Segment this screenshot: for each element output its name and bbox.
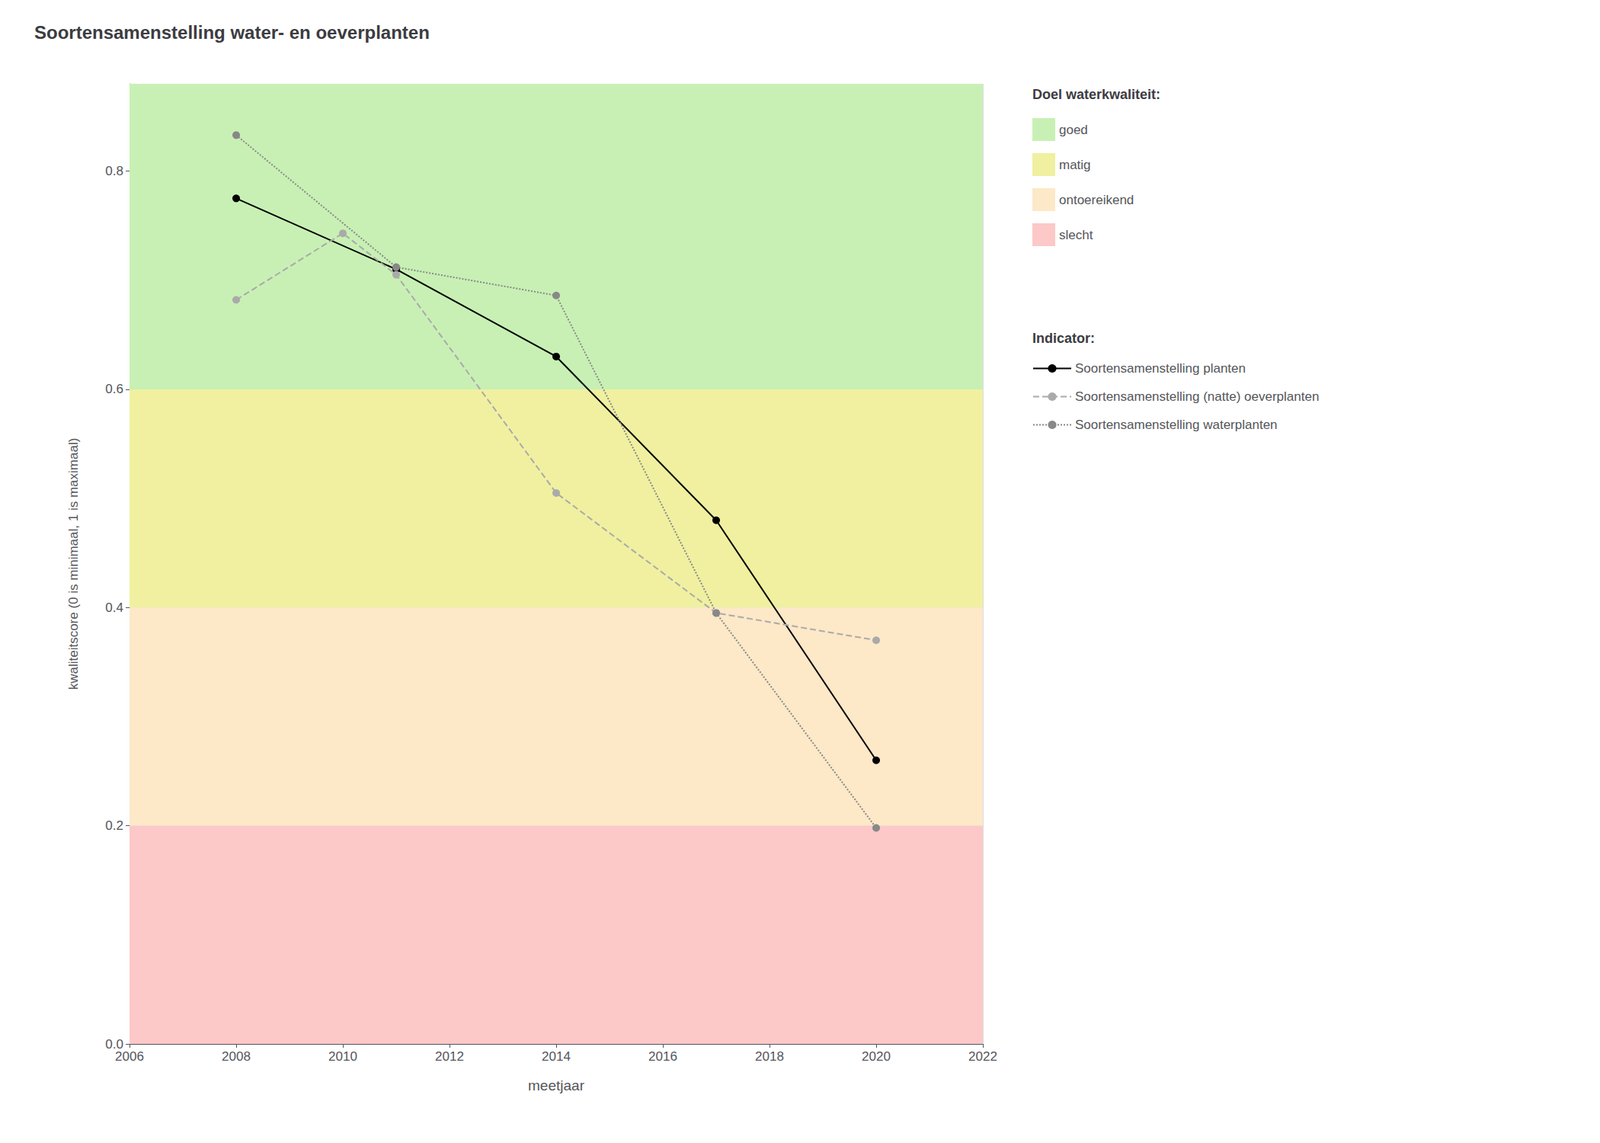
svg-text:0.8: 0.8	[105, 163, 124, 179]
svg-text:2014: 2014	[541, 1049, 571, 1064]
svg-text:Soortensamenstelling water- en: Soortensamenstelling water- en oeverplan…	[34, 22, 430, 43]
svg-text:meetjaar: meetjaar	[528, 1077, 586, 1094]
svg-text:2008: 2008	[221, 1049, 251, 1064]
svg-text:Soortensamenstelling (natte) o: Soortensamenstelling (natte) oeverplante…	[1075, 389, 1319, 404]
svg-text:Soortensamenstelling waterplan: Soortensamenstelling waterplanten	[1075, 417, 1278, 432]
svg-text:0.2: 0.2	[105, 818, 124, 833]
svg-text:2022: 2022	[968, 1049, 998, 1064]
svg-text:2016: 2016	[648, 1049, 678, 1064]
svg-text:2018: 2018	[755, 1049, 784, 1064]
svg-text:Soortensamenstelling planten: Soortensamenstelling planten	[1075, 361, 1246, 376]
svg-text:goed: goed	[1059, 122, 1088, 138]
svg-text:0.6: 0.6	[105, 381, 124, 397]
svg-text:ontoereikend: ontoereikend	[1059, 192, 1134, 208]
svg-text:matig: matig	[1059, 157, 1092, 173]
svg-text:Doel waterkwaliteit:: Doel waterkwaliteit:	[1032, 86, 1161, 103]
svg-text:2012: 2012	[435, 1049, 464, 1064]
svg-text:0.0: 0.0	[105, 1036, 124, 1052]
svg-text:kwaliteitscore (0 is minimaal,: kwaliteitscore (0 is minimaal, 1 is maxi…	[66, 438, 81, 691]
svg-text:slecht: slecht	[1059, 227, 1094, 243]
svg-text:2020: 2020	[861, 1049, 891, 1064]
svg-text:2006: 2006	[115, 1049, 144, 1064]
svg-text:0.4: 0.4	[105, 600, 124, 615]
svg-text:Indicator:: Indicator:	[1032, 330, 1095, 346]
svg-text:2010: 2010	[328, 1049, 358, 1064]
